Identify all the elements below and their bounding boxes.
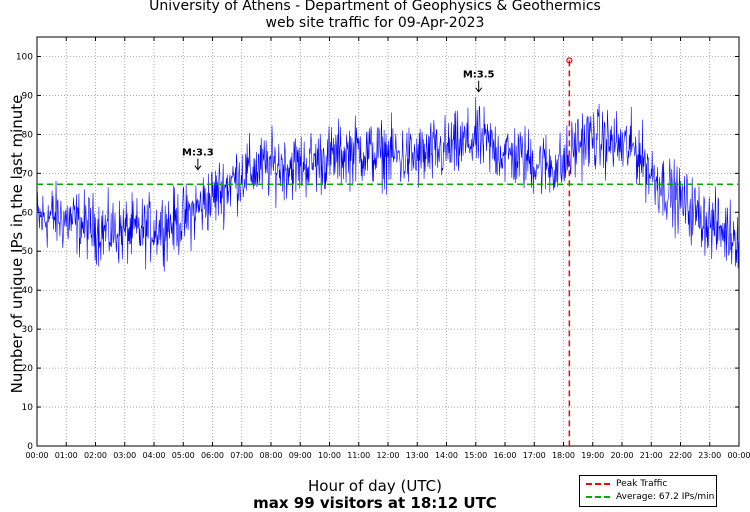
legend: Peak Traffic Average: 67.2 IPs/min xyxy=(579,475,717,507)
y-axis-label: Number of unique IPs in the last minute xyxy=(8,94,26,394)
x-tick-label: 17:00 xyxy=(523,451,546,460)
chart-title-line-1: University of Athens - Department of Geo… xyxy=(149,0,601,14)
x-tick-label: 18:00 xyxy=(552,451,575,460)
legend-item-average: Average: 67.2 IPs/min xyxy=(586,491,714,503)
x-tick-label: 08:00 xyxy=(259,451,282,460)
x-tick-label: 10:00 xyxy=(318,451,341,460)
legend-swatch-peak xyxy=(586,483,610,485)
x-tick-label: 12:00 xyxy=(376,451,399,460)
legend-swatch-average xyxy=(586,496,610,498)
x-tick-label: 02:00 xyxy=(84,451,107,460)
x-tick-label: 06:00 xyxy=(201,451,224,460)
x-tick-label: 23:00 xyxy=(698,451,721,460)
x-axis-label: Hour of day (UTC) xyxy=(308,477,442,495)
traffic-series-line xyxy=(36,97,740,272)
y-tick-label: 30 xyxy=(22,325,34,335)
legend-item-peak: Peak Traffic xyxy=(586,478,667,490)
earthquake-annotation-label: M:3.5 xyxy=(463,70,495,81)
x-tick-label: 14:00 xyxy=(435,451,458,460)
x-tick-label: 07:00 xyxy=(230,451,253,460)
traffic-chart: 0 10 20 30 40 50 60 70 80 90 100 00:00 01:00 02:00 03:… xyxy=(16,36,750,460)
x-tick-label: 16:00 xyxy=(493,451,516,460)
x-tick-label: 00:00 xyxy=(25,451,48,460)
x-tick-label: 22:00 xyxy=(669,451,692,460)
y-tick-label: 70 xyxy=(22,169,34,179)
x-tick-label: 09:00 xyxy=(289,451,312,460)
x-tick-label: 11:00 xyxy=(347,451,370,460)
x-tick-label: 00:00 xyxy=(727,451,750,460)
annotation-arrowhead xyxy=(194,165,202,171)
x-tick-label: 03:00 xyxy=(113,451,136,460)
x-tick-label: 04:00 xyxy=(142,451,165,460)
peak-marker xyxy=(566,57,573,64)
y-tick-label: 50 xyxy=(22,247,34,257)
chart-title-line-2: web site traffic for 09-Apr-2023 xyxy=(265,15,485,31)
y-tick-label: 90 xyxy=(22,91,34,101)
x-tick-label: 13:00 xyxy=(406,451,429,460)
legend-label-average: Average: 67.2 IPs/min xyxy=(616,492,715,502)
y-tick-label: 100 xyxy=(16,52,33,62)
x-tick-label: 15:00 xyxy=(464,451,487,460)
max-visitors-note: max 99 visitors at 18:12 UTC xyxy=(253,494,497,512)
y-tick-label: 80 xyxy=(22,130,34,140)
y-tick-label: 10 xyxy=(22,403,34,413)
annotation-arrowhead xyxy=(475,87,483,93)
x-tick-label: 21:00 xyxy=(640,451,663,460)
x-tick-label: 19:00 xyxy=(581,451,604,460)
x-tick-label: 20:00 xyxy=(610,451,633,460)
y-tick-label: 0 xyxy=(27,442,33,452)
legend-label-peak: Peak Traffic xyxy=(616,479,668,489)
earthquake-annotation-label: M:3.3 xyxy=(182,148,214,159)
y-tick-label: 60 xyxy=(22,208,34,218)
y-tick-label: 40 xyxy=(22,286,34,296)
x-tick-label: 05:00 xyxy=(172,451,195,460)
y-tick-label: 20 xyxy=(22,364,34,374)
x-tick-label: 01:00 xyxy=(55,451,78,460)
